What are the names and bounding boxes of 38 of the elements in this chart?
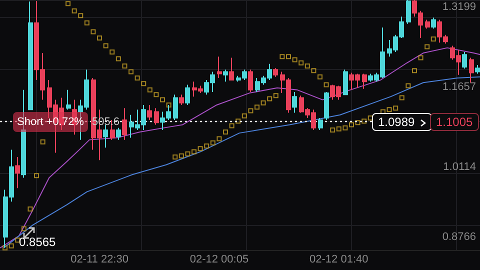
candlestick (248, 69, 253, 92)
candlestick (273, 68, 278, 78)
candlestick (173, 94, 178, 121)
candlestick (462, 51, 467, 70)
candlestick (229, 57, 234, 81)
candlestick (343, 69, 348, 96)
ref-line-label: 1.0989 (372, 112, 432, 131)
candlestick (469, 57, 474, 84)
candlestick (217, 56, 222, 78)
y-tick-label: 1.0114 (443, 161, 476, 174)
x-tick-label: 02-11 22:30 (70, 254, 128, 266)
candlestick (147, 104, 152, 121)
annotation: 1.1005 (430, 112, 479, 131)
y-tick-label: 1.1657 (442, 80, 476, 93)
candlestick (223, 69, 228, 82)
candlestick (292, 91, 297, 114)
candlestick (66, 89, 71, 110)
candlestick (15, 156, 20, 189)
y-tick-label: 1.3199 (442, 0, 476, 13)
x-tick-label: 02-12 01:40 (310, 254, 368, 266)
annotation: 0.8565 (19, 234, 56, 249)
candlestick (154, 108, 159, 126)
candlestick (425, 19, 430, 30)
candlestick (28, 1, 33, 110)
candlestick (179, 94, 184, 106)
candlestick (431, 17, 436, 30)
y-tick-label: 0.8766 (442, 231, 476, 244)
candlestick (406, 0, 411, 24)
candlestick (116, 127, 121, 140)
candlestick (475, 64, 480, 74)
candlestick (103, 124, 108, 148)
candlestick (362, 73, 367, 90)
annotation: Short +0.72% (13, 112, 88, 132)
x-tick-label: 02-12 00:05 (190, 254, 249, 266)
candlestick (122, 108, 127, 140)
candlestick (318, 117, 323, 130)
candlestick (185, 84, 190, 106)
candlestick (324, 91, 329, 121)
